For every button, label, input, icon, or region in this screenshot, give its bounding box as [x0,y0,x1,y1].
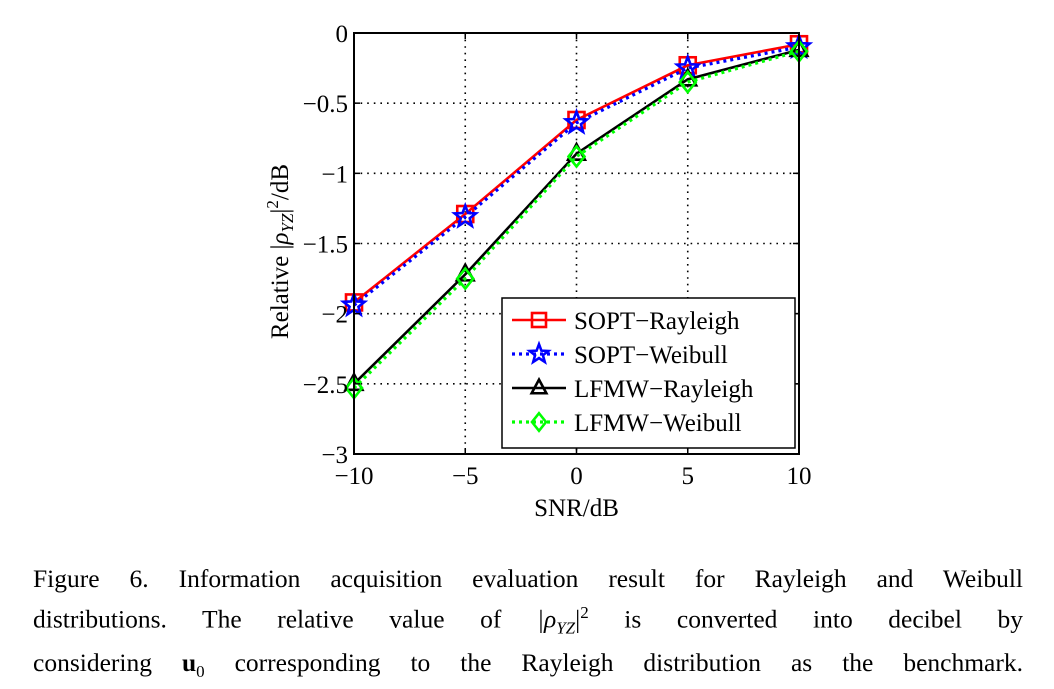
y-tick-label: 0 [336,21,349,48]
y-axis-label: Relative |ρYZ|2/dB [263,164,297,339]
y-axis-label-rho: ρ [267,233,294,246]
x-tick-label: 5 [682,463,695,490]
legend-label: SOPT−Rayleigh [574,308,740,335]
data-point-star [451,201,480,229]
y-tick-label: −2.5 [303,372,348,399]
y-axis-label-bar: | [267,209,294,214]
legend-entry: LFMW−Weibull [512,410,742,437]
caption-line-3-text-b: corresponding to the Rayleigh distributi… [204,647,1023,677]
legend-entry: LFMW−Rayleigh [512,376,754,403]
caption-line-3-text-a: considering [33,647,182,677]
x-tick-label: 0 [570,463,583,490]
legend-box [501,297,796,449]
figure-caption: Figure 6. Information acquisition evalua… [33,562,1023,689]
caption-bar: | [575,604,581,634]
series-line [353,48,800,385]
y-axis-label-sub: YZ [278,213,297,232]
legend-marker-star [526,340,552,365]
caption-line-2-text-b: is converted into decibel by [588,604,1023,634]
ticks: −10 −5 0 5 10 0 −0.5 −1 −1.5 −2 −2.5 −3 [303,21,812,490]
legend: SOPT−Rayleigh SOPT−Weibull LFMW−Rayleigh LF… [501,297,796,449]
x-axis-label: SNR/dB [534,495,619,522]
caption-sup: 2 [580,603,589,622]
caption-u-sub: 0 [196,661,205,681]
data-point-diamond [678,70,698,95]
legend-marker-diamond [530,411,548,433]
y-axis-label-prefix: Relative | [267,245,294,340]
y-tick-label: −1 [321,161,348,188]
data-point-diamond [455,266,475,291]
series-layer [339,32,814,401]
caption-line-1: Figure 6. Information acquisition evalua… [33,564,1023,593]
legend-entry: SOPT−Rayleigh [512,308,740,335]
x-tick-label: −5 [452,463,479,490]
y-tick-label: −1.5 [303,232,348,259]
legend-marker-square [530,311,548,329]
y-tick-label: −2 [321,302,348,329]
legend-label: LFMW−Rayleigh [574,376,754,403]
series-line [353,45,800,307]
y-axis-label-sup: 2 [263,200,282,209]
x-tick-label: 10 [787,463,812,490]
legend-entry: SOPT−Weibull [512,340,728,369]
caption-u: u [181,647,197,677]
caption-line-2: distributions. The relative value of |ρY… [33,596,1023,646]
caption-rho-sub: YZ [556,618,576,638]
y-axis-label-unit: /dB [267,164,294,200]
y-tick-label: −0.5 [303,91,348,118]
caption-line-3: considering u0 corresponding to the Rayl… [33,646,1023,689]
legend-label: SOPT−Weibull [574,342,728,369]
caption-line-2-text-a: distributions. The relative value of [33,604,537,634]
caption-rho: |ρ [536,604,557,634]
x-tick-label: −10 [334,463,373,490]
legend-label: LFMW−Weibull [574,410,742,437]
series-sopt-weibull [339,32,814,318]
line-chart: −10 −5 0 5 10 0 −0.5 −1 −1.5 −2 −2.5 −3 SOPT−Raylei… [263,21,814,522]
data-point-diamond [566,144,587,169]
y-tick-label: −3 [321,442,348,469]
series-line [353,42,800,304]
legend-marker-triangle [529,376,549,395]
data-point-star [562,107,591,135]
